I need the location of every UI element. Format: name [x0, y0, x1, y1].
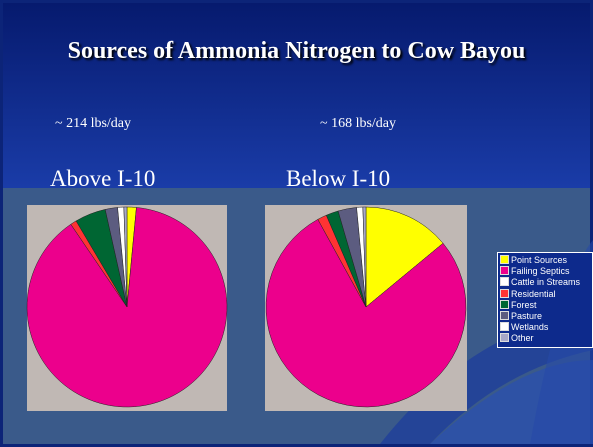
legend-swatch: [500, 288, 509, 298]
legend-label: Point Sources: [511, 255, 568, 265]
subtitle: ~ 168 lbs/day: [320, 116, 397, 131]
legend-item: Other: [500, 333, 592, 344]
pie-slice: [123, 206, 128, 308]
legend-swatch: [500, 333, 509, 343]
legend-swatch: [500, 277, 509, 287]
pie-title: Above I-10: [50, 166, 156, 191]
subtitle: ~ 214 lbs/day: [55, 116, 132, 131]
pie-slice: [26, 207, 228, 408]
legend-label: Cattle in Streams: [511, 277, 581, 288]
pie-slice: [365, 206, 444, 308]
legend-item: Wetlands: [500, 322, 592, 333]
legend-swatch: [500, 266, 509, 276]
legend-item: Pasture: [500, 311, 592, 322]
legend-swatch: [500, 255, 509, 264]
legend-label: Forest: [511, 299, 537, 310]
legend-swatch: [500, 311, 509, 321]
legend-label: Other: [511, 333, 534, 344]
slide-title: Sources of Ammonia Nitrogen to Cow Bayou: [67, 38, 526, 64]
pie-slice: [362, 206, 367, 308]
pie-title: Below I-10: [286, 166, 391, 191]
legend-item: Residential: [500, 288, 592, 300]
pie-slice: [265, 219, 467, 408]
legend-label: Pasture: [511, 311, 543, 322]
legend: Point Sources Failing Septics Cattle in St…: [497, 252, 593, 348]
legend-label: Failing Septics: [511, 266, 570, 277]
legend-label: Wetlands: [511, 322, 549, 333]
legend-item: Cattle in Streams: [500, 277, 592, 288]
legend-label: Residential: [511, 288, 556, 299]
legend-swatch: [500, 322, 509, 332]
legend-item: Point Sources: [500, 255, 592, 266]
legend-item: Failing Septics: [500, 266, 592, 277]
legend-item: Forest: [500, 299, 592, 311]
legend-swatch: [500, 299, 509, 309]
